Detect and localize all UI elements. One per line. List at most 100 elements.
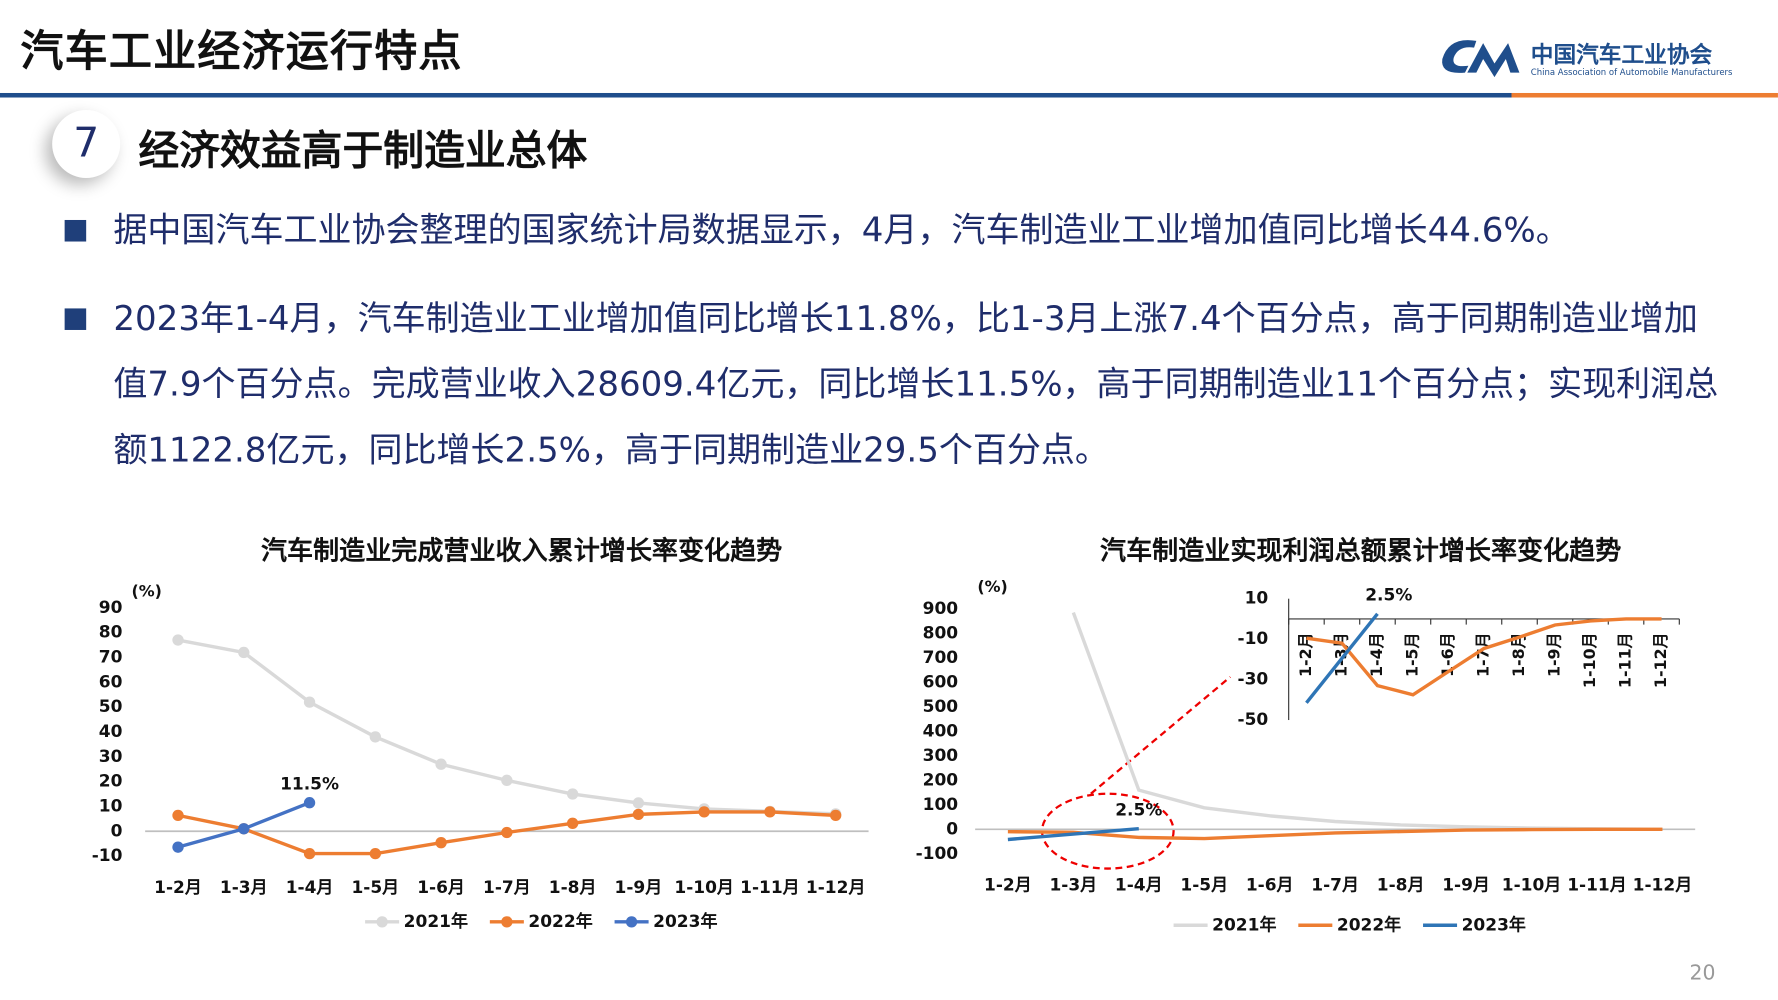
legend-marker	[625, 916, 638, 928]
legend-marker	[501, 916, 513, 928]
y-tick-label: 80	[99, 623, 123, 643]
y-tick-label: 50	[99, 697, 123, 717]
point-marker	[632, 797, 645, 809]
y-tick-label: 200	[923, 770, 959, 790]
point-marker	[501, 826, 513, 839]
legend-label: 2021年	[1212, 914, 1276, 935]
inset-value-label: 2.5%	[1365, 586, 1412, 606]
logo-subtitle: China Association of Automobile Manufact…	[1530, 66, 1733, 78]
value-label: 11.5%	[280, 775, 339, 795]
point-marker	[303, 797, 316, 809]
y-tick-label: 800	[923, 623, 959, 643]
point-marker	[435, 758, 447, 770]
x-tick-label: 1-10月	[674, 878, 734, 898]
series-line	[1007, 827, 1663, 841]
inset-x-tick-label: 1-4月	[1367, 633, 1386, 678]
inset-y-tick-label: -10	[1238, 629, 1269, 649]
point-marker	[369, 731, 381, 743]
inset-y-tick-label: 10	[1245, 589, 1269, 609]
point-marker	[369, 847, 381, 860]
logo-name: 中国汽车工业协会	[1530, 40, 1713, 69]
logo-mark	[1442, 40, 1520, 78]
y-tick-label: 90	[99, 598, 123, 618]
y-tick-label: 20	[99, 772, 123, 792]
point-marker	[698, 806, 710, 818]
x-tick-label: 1-11月	[1567, 876, 1627, 896]
point-marker	[566, 788, 579, 800]
x-tick-label: 1-11月	[740, 878, 800, 898]
legend-label: 2022年	[528, 911, 592, 932]
point-marker	[303, 847, 316, 860]
y-tick-label: 0	[946, 819, 958, 839]
y-tick-label: 600	[923, 672, 959, 692]
legend-label: 2023年	[653, 911, 717, 932]
inset-series-line	[1306, 617, 1662, 697]
point-marker	[830, 809, 842, 822]
y-tick-label: 300	[923, 746, 959, 766]
series-line	[177, 638, 836, 816]
plot: 2.5%	[1007, 611, 1663, 842]
y-tick-label: 700	[923, 648, 959, 668]
x-tick-label: 1-4月	[286, 878, 334, 898]
point-marker	[303, 696, 316, 708]
inset-x-tick-label: 1-10月	[1580, 633, 1599, 689]
point-marker	[172, 634, 184, 646]
inset-y-tick-label: -30	[1238, 670, 1269, 690]
point-marker	[172, 841, 184, 853]
zoom-connector	[1090, 676, 1232, 795]
x-tick-label: 1-4月	[1115, 876, 1163, 896]
point-marker	[632, 808, 645, 821]
point-marker	[566, 817, 579, 829]
x-tick-label: 1-3月	[220, 878, 268, 898]
x-tick-label: 1-8月	[549, 878, 597, 898]
y-tick-label: 10	[99, 796, 123, 816]
x-tick-label: 1-2月	[984, 876, 1032, 896]
x-tick-label: 1-12月	[1633, 876, 1693, 896]
y-tick-label: 70	[99, 647, 123, 667]
x-tick-label: 1-10月	[1502, 876, 1562, 896]
inset-x-tick-label: 1-5月	[1402, 633, 1421, 678]
chart-title: 汽车制造业完成营业收入累计增长率变化趋势	[261, 536, 782, 567]
x-tick-label: 1-7月	[1311, 876, 1359, 896]
legend-marker	[376, 916, 388, 928]
x-tick-label: 1-12月	[806, 878, 866, 898]
x-tick-label: 1-5月	[351, 878, 399, 898]
chart-title: 汽车制造业实现利润总额累计增长率变化趋势	[1100, 536, 1621, 567]
x-tick-label: 1-3月	[1049, 876, 1097, 896]
point-marker	[435, 837, 447, 849]
section-title: 经济效益高于制造业总体	[138, 128, 588, 175]
y-tick-label: 0	[111, 821, 123, 841]
point-marker	[238, 646, 250, 659]
inset-bg	[1231, 582, 1687, 730]
inset-x-tick-label: 1-9月	[1545, 633, 1564, 678]
inset-y-tick-label: -50	[1238, 710, 1269, 730]
x-tick-label: 1-5月	[1180, 876, 1228, 896]
inset-x-tick-label: 1-2月	[1296, 633, 1315, 678]
inset-x-tick-label: 1-12月	[1651, 633, 1670, 689]
bullet-icon	[64, 308, 87, 330]
legend-label: 2022年	[1337, 914, 1401, 935]
x-tick-label: 1-7月	[483, 878, 531, 898]
legend-label: 2023年	[1462, 914, 1526, 935]
bullet-text: 据中国汽车工业协会整理的国家统计局数据显示，4月，汽车制造业工业增加值同比增长4…	[113, 210, 1570, 251]
y-tick-label: 900	[923, 599, 959, 619]
inset-plot: 2.5%	[1305, 586, 1662, 704]
y-tick-label: 60	[99, 672, 123, 692]
bullet-text: 2023年1-4月，汽车制造业工业增加值同比增长11.8%，比1-3月上涨7.4…	[113, 299, 1719, 471]
legend-label: 2021年	[404, 911, 468, 932]
slide-title: 汽车工业经济运行特点	[20, 26, 463, 76]
y-tick-label: 400	[923, 721, 959, 741]
y-tick-label: -10	[92, 846, 123, 866]
x-tick-label: 1-9月	[615, 878, 663, 898]
plot: 11.5%	[172, 634, 842, 860]
x-tick-label: 1-9月	[1442, 876, 1490, 896]
point-marker	[764, 806, 776, 818]
page-number: 20	[1689, 961, 1716, 986]
axis-unit: (%)	[132, 581, 162, 600]
y-tick-label: 500	[923, 697, 959, 717]
axis-unit: (%)	[977, 577, 1007, 596]
inset-series-line	[1305, 612, 1379, 704]
point-marker	[172, 809, 184, 822]
